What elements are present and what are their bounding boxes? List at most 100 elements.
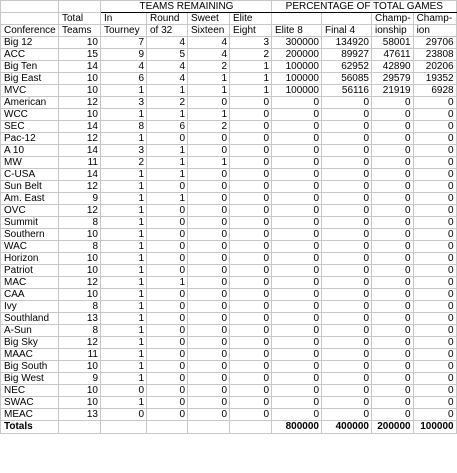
- column-header[interactable]: ionship: [371, 24, 414, 37]
- column-header[interactable]: Elite 8: [271, 24, 322, 37]
- cell-sweet-sixteen[interactable]: 4: [187, 48, 230, 61]
- cell-pct-championship[interactable]: 0: [371, 168, 414, 181]
- cell-pct-elite8[interactable]: 0: [271, 192, 322, 205]
- cell-conference[interactable]: Big South: [0, 360, 59, 373]
- cell-pct-elite8[interactable]: 0: [271, 264, 322, 277]
- column-header[interactable]: ion: [412, 24, 457, 37]
- cell-pct-championship[interactable]: 0: [371, 96, 414, 109]
- cell-total-teams[interactable]: 10: [58, 384, 101, 397]
- cell-elite-eight[interactable]: 0: [229, 252, 272, 265]
- cell-pct-final4[interactable]: 0: [321, 120, 372, 133]
- cell-pct-elite8[interactable]: 0: [271, 216, 322, 229]
- cell-elite-eight[interactable]: 1: [229, 60, 272, 73]
- cell-pct-championship[interactable]: 0: [371, 264, 414, 277]
- cell-round-of-32[interactable]: 0: [146, 360, 188, 373]
- cell-pct-elite8[interactable]: 0: [271, 252, 322, 265]
- cell-in-tourney[interactable]: 3: [100, 144, 147, 157]
- column-header[interactable]: Round: [146, 12, 188, 25]
- cell-in-tourney[interactable]: 1: [100, 216, 147, 229]
- cell-pct-champion[interactable]: 0: [412, 360, 457, 373]
- cell-conference[interactable]: ACC: [0, 48, 59, 61]
- cell-conference[interactable]: Big East: [0, 72, 59, 85]
- cell-pct-championship[interactable]: 0: [371, 204, 414, 217]
- cell-pct-final4[interactable]: 0: [321, 240, 372, 253]
- totals-cell[interactable]: [146, 420, 188, 434]
- cell-in-tourney[interactable]: 1: [100, 132, 147, 145]
- cell-pct-championship[interactable]: 0: [371, 372, 414, 385]
- cell-round-of-32[interactable]: 0: [146, 264, 188, 277]
- cell-sweet-sixteen[interactable]: 0: [187, 144, 230, 157]
- cell-sweet-sixteen[interactable]: 0: [187, 168, 230, 181]
- cell-pct-final4[interactable]: 0: [321, 396, 372, 409]
- cell-sweet-sixteen[interactable]: 0: [187, 408, 230, 421]
- cell-in-tourney[interactable]: 1: [100, 288, 147, 301]
- cell-round-of-32[interactable]: 0: [146, 216, 188, 229]
- cell-pct-elite8[interactable]: 0: [271, 180, 322, 193]
- cell-elite-eight[interactable]: 0: [229, 120, 272, 133]
- cell-sweet-sixteen[interactable]: 4: [187, 36, 230, 49]
- cell-in-tourney[interactable]: 1: [100, 264, 147, 277]
- cell-pct-elite8[interactable]: 100000: [271, 72, 322, 85]
- cell-pct-champion[interactable]: 0: [412, 336, 457, 349]
- column-header[interactable]: Eight: [229, 24, 272, 37]
- teams-remaining-header[interactable]: TEAMS REMAINING: [100, 0, 272, 13]
- cell-pct-final4[interactable]: 0: [321, 180, 372, 193]
- cell-pct-champion[interactable]: 0: [412, 144, 457, 157]
- header-cell[interactable]: [0, 0, 59, 13]
- cell-round-of-32[interactable]: 0: [146, 408, 188, 421]
- cell-round-of-32[interactable]: 0: [146, 228, 188, 241]
- totals-label[interactable]: Totals: [0, 420, 59, 434]
- totals-championship[interactable]: 200000: [371, 420, 414, 434]
- cell-round-of-32[interactable]: 6: [146, 120, 188, 133]
- cell-pct-championship[interactable]: 0: [371, 324, 414, 337]
- cell-round-of-32[interactable]: 1: [146, 156, 188, 169]
- column-header[interactable]: [271, 12, 322, 25]
- cell-pct-elite8[interactable]: 0: [271, 228, 322, 241]
- cell-sweet-sixteen[interactable]: 0: [187, 216, 230, 229]
- cell-round-of-32[interactable]: 1: [146, 192, 188, 205]
- cell-round-of-32[interactable]: 0: [146, 252, 188, 265]
- cell-pct-elite8[interactable]: 0: [271, 156, 322, 169]
- cell-conference[interactable]: MVC: [0, 84, 59, 97]
- cell-pct-champion[interactable]: 0: [412, 168, 457, 181]
- cell-conference[interactable]: Big West: [0, 372, 59, 385]
- cell-elite-eight[interactable]: 0: [229, 240, 272, 253]
- cell-pct-championship[interactable]: 0: [371, 240, 414, 253]
- cell-in-tourney[interactable]: 1: [100, 168, 147, 181]
- cell-elite-eight[interactable]: 0: [229, 108, 272, 121]
- cell-pct-champion[interactable]: 0: [412, 288, 457, 301]
- cell-pct-champion[interactable]: 0: [412, 384, 457, 397]
- column-header[interactable]: [321, 12, 372, 25]
- cell-pct-champion[interactable]: 0: [412, 240, 457, 253]
- cell-pct-champion[interactable]: 29706: [412, 36, 457, 49]
- cell-pct-elite8[interactable]: 200000: [271, 48, 322, 61]
- cell-pct-final4[interactable]: 0: [321, 360, 372, 373]
- cell-conference[interactable]: Ivy: [0, 300, 59, 313]
- column-header[interactable]: Elite: [229, 12, 272, 25]
- cell-pct-final4[interactable]: 0: [321, 348, 372, 361]
- cell-total-teams[interactable]: 10: [58, 252, 101, 265]
- cell-pct-final4[interactable]: 56116: [321, 84, 372, 97]
- cell-pct-championship[interactable]: 29579: [371, 72, 414, 85]
- cell-elite-eight[interactable]: 1: [229, 72, 272, 85]
- cell-pct-final4[interactable]: 0: [321, 108, 372, 121]
- cell-in-tourney[interactable]: 0: [100, 408, 147, 421]
- cell-elite-eight[interactable]: 3: [229, 36, 272, 49]
- cell-conference[interactable]: CAA: [0, 288, 59, 301]
- cell-pct-champion[interactable]: 19352: [412, 72, 457, 85]
- cell-pct-champion[interactable]: 0: [412, 324, 457, 337]
- column-header[interactable]: In: [100, 12, 147, 25]
- cell-sweet-sixteen[interactable]: 0: [187, 324, 230, 337]
- column-header[interactable]: of 32: [146, 24, 188, 37]
- cell-pct-final4[interactable]: 0: [321, 336, 372, 349]
- column-header[interactable]: Conference: [0, 24, 59, 37]
- cell-total-teams[interactable]: 10: [58, 36, 101, 49]
- column-header[interactable]: Teams: [58, 24, 101, 37]
- cell-round-of-32[interactable]: 0: [146, 204, 188, 217]
- cell-pct-final4[interactable]: 0: [321, 168, 372, 181]
- cell-round-of-32[interactable]: 0: [146, 312, 188, 325]
- cell-pct-championship[interactable]: 0: [371, 348, 414, 361]
- cell-conference[interactable]: Pac-12: [0, 132, 59, 145]
- cell-total-teams[interactable]: 12: [58, 132, 101, 145]
- cell-pct-elite8[interactable]: 0: [271, 168, 322, 181]
